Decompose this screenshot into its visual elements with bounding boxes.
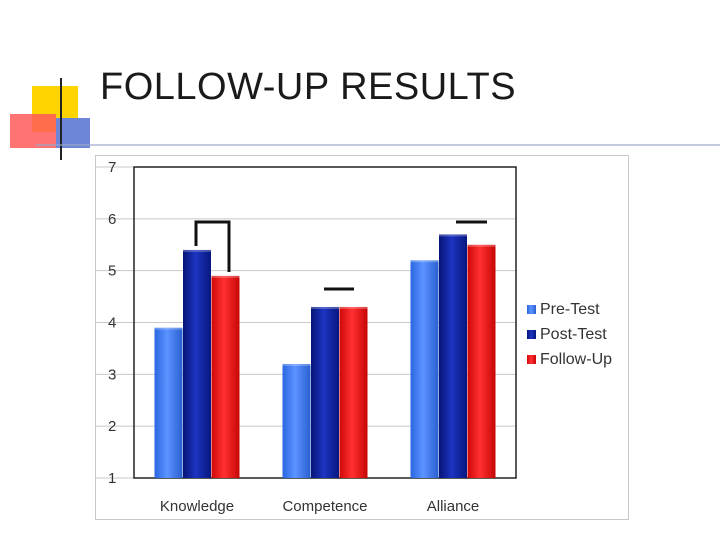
y-tick-label: 4 — [108, 315, 116, 332]
bar-highlight — [439, 233, 467, 237]
legend: Pre-Test Post-Test Follow-Up — [527, 301, 612, 368]
decor-vertical-line — [60, 78, 62, 160]
bars — [154, 233, 496, 478]
bar-highlight — [311, 305, 339, 309]
decor-horizontal-line — [36, 144, 720, 146]
legend-label: Pre-Test — [540, 301, 600, 318]
bar-chart: 1 2 3 4 5 6 7 Knowledge Competence Alliance Pre-… — [96, 159, 612, 515]
x-tick-label: Competence — [282, 498, 367, 515]
bar-post-test-alliance — [439, 234, 467, 478]
legend-label: Follow-Up — [540, 351, 612, 368]
decor-red-rect — [10, 114, 56, 148]
legend-label: Post-Test — [540, 326, 607, 343]
bar-highlight — [211, 274, 240, 278]
slide-title: FOLLOW-UP RESULTS — [100, 66, 517, 108]
x-axis-ticks: Knowledge Competence Alliance — [160, 498, 479, 515]
bar-highlight — [183, 248, 211, 252]
bar-follow-up-alliance — [467, 244, 496, 478]
bar-highlight — [282, 362, 311, 366]
bar-pre-test-knowledge — [154, 327, 183, 478]
y-tick-label: 1 — [108, 470, 116, 487]
chart-frame: 1 2 3 4 5 6 7 Knowledge Competence Alliance Pre-… — [95, 155, 629, 520]
bar-highlight — [154, 326, 183, 330]
y-tick-label: 7 — [108, 159, 116, 176]
bar-highlight — [339, 305, 368, 309]
y-tick-label: 5 — [108, 263, 116, 280]
legend-swatch — [527, 330, 536, 339]
bar-post-test-knowledge — [183, 249, 211, 478]
bar-pre-test-alliance — [410, 260, 439, 478]
bar-post-test-competence — [311, 306, 339, 478]
y-axis-ticks: 1 2 3 4 5 6 7 — [108, 159, 116, 487]
bar-pre-test-competence — [282, 363, 311, 478]
annotations — [194, 220, 487, 291]
y-tick-label: 2 — [108, 418, 116, 435]
bar-highlight — [467, 243, 496, 247]
bracket-marker — [194, 220, 231, 272]
y-tick-label: 6 — [108, 211, 116, 228]
bar-follow-up-competence — [339, 306, 368, 478]
y-tick-label: 3 — [108, 366, 116, 383]
bar-follow-up-knowledge — [211, 275, 240, 478]
legend-swatch — [527, 355, 536, 364]
bar-highlight — [410, 259, 439, 263]
x-tick-label: Alliance — [427, 498, 480, 515]
x-tick-label: Knowledge — [160, 498, 234, 515]
legend-swatch — [527, 305, 536, 314]
